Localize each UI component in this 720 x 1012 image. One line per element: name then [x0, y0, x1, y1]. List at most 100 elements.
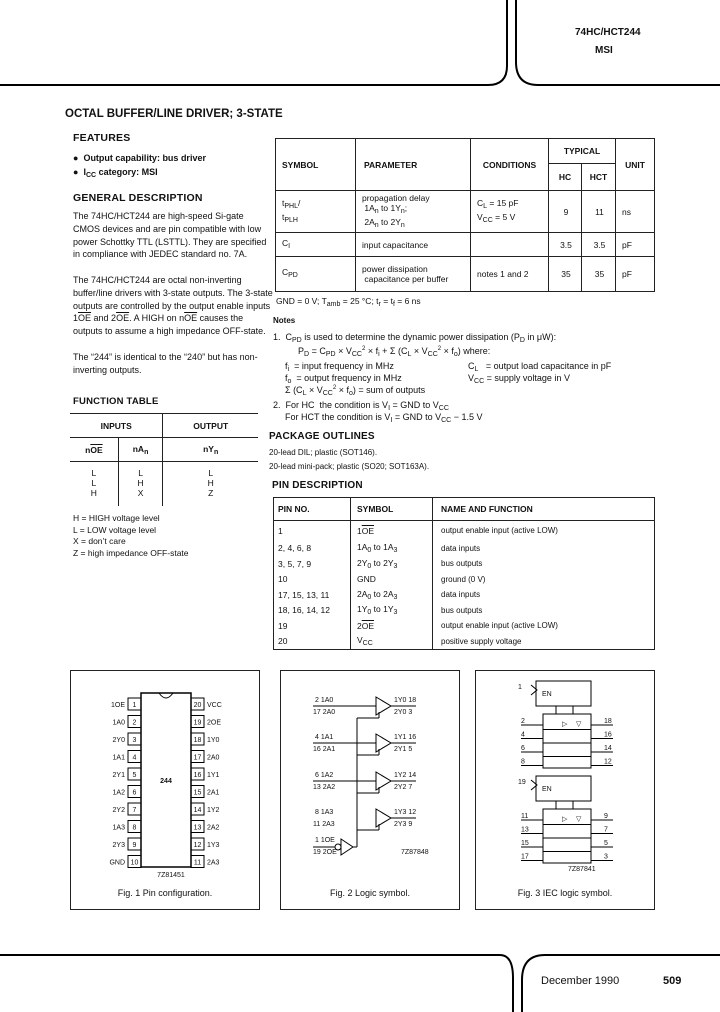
page-title: OCTAL BUFFER/LINE DRIVER; 3-STATE — [65, 108, 283, 120]
table-row: 19 2OE output enable input (active LOW) — [273, 618, 655, 634]
header-typical: TYPICAL — [548, 138, 616, 164]
legend-item: X = don’t care — [73, 536, 126, 546]
cell: H — [118, 478, 164, 488]
note-2-hct: For HCT the condition is VI = GND to VCC… — [285, 412, 483, 424]
pin-function: bus outputs — [441, 559, 483, 569]
page-number: 509 — [663, 975, 682, 987]
table-row: 2, 4, 6, 8 1A0 to 1A3 data inputs — [273, 540, 655, 556]
three-state-icon: ▽ — [576, 721, 582, 728]
pin-number: 1 — [273, 520, 351, 541]
pin-label: VCC — [207, 702, 222, 709]
pin-box — [127, 820, 142, 833]
table-row: tPHL/tPLH propagation delay 1An to 1Yn; 2… — [275, 190, 655, 233]
header-symbol: SYMBOL — [275, 138, 356, 191]
cell-parameter: propagation delay 1An to 1Yn; 2An to 2Yn — [355, 190, 471, 233]
figure-code: 7Z87841 — [568, 866, 596, 873]
cell-hct: 35 — [581, 256, 616, 292]
header-parameter: PARAMETER — [355, 138, 471, 191]
pin-label: 1Y3 12 — [394, 809, 416, 816]
header-pin-no: PIN NO. — [273, 497, 351, 521]
pin-number: 8 — [521, 759, 525, 766]
pin-number: 15 — [521, 840, 529, 847]
pin-number: 9 — [133, 842, 137, 849]
pin-description-table: PIN NO. SYMBOL NAME AND FUNCTION 1 1OE out… — [273, 497, 655, 650]
pin-label: 1 1OE — [315, 837, 335, 844]
pin-box — [190, 785, 205, 798]
function-table-heading: FUNCTION TABLE — [73, 396, 159, 407]
package-outlines-heading: PACKAGE OUTLINES — [269, 431, 375, 442]
pin-box — [127, 837, 142, 851]
iec-logic-symbol-diagram: EN 1 ▷ ▽ 2 18 4 16 6 14 8 12 EN 19 ▷ ▽ 11 9 13 7 15 5 17 3 7Z878… — [518, 680, 613, 873]
figure-2-logic-symbol: 2 1A0 17 2A0 1Y0 18 2Y0 3 4 1A1 16 2A1 1Y1 16 2… — [280, 670, 460, 910]
pin-number: 16 — [194, 772, 202, 779]
pin-number: 1 — [133, 702, 137, 709]
pin-number: 15 — [194, 790, 202, 797]
note-formula: PD = CPD × VCC2 × fi + Σ (CL × VCC2 × fo… — [298, 346, 491, 358]
notes-heading: Notes — [273, 316, 296, 325]
cell: H — [207, 478, 214, 488]
cell-conditions — [470, 232, 549, 257]
pin-number: 10 — [273, 571, 351, 587]
package-line: 20-lead DIL; plastic (SOT146). — [269, 448, 378, 457]
pin-number: 6 — [133, 790, 137, 797]
pin-label: 16 2A1 — [313, 746, 335, 753]
table-row: 20 VCC positive supply voltage — [273, 633, 655, 649]
pin-symbol: 1OE — [350, 520, 433, 541]
pin-box — [190, 715, 205, 728]
cell: H — [70, 488, 119, 506]
part-number: 74HC/HCT244 — [575, 27, 641, 38]
figure-3-iec-logic-symbol: EN 1 ▷ ▽ 2 18 4 16 6 14 8 12 EN 19 ▷ ▽ 11 9 13 7 15 5 17 3 7Z878… — [475, 670, 655, 910]
enable-block — [535, 775, 592, 802]
header-name-function: NAME AND FUNCTION — [441, 504, 533, 514]
pin-symbol: VCC — [350, 633, 433, 649]
pin-label: 4 1A1 — [315, 734, 333, 741]
pin-number: 2, 4, 6, 8 — [273, 540, 351, 556]
pin-label: 1Y0 — [207, 737, 220, 744]
note-def: fo = output frequency in MHz — [285, 373, 402, 385]
output-header: OUTPUT — [193, 420, 229, 431]
header-hct: HCT — [581, 163, 616, 191]
chip-label: 244 — [160, 778, 172, 785]
pin-function: data inputs — [441, 590, 481, 600]
pin-number: 2 — [133, 720, 137, 727]
pin-label: 8 1A3 — [315, 809, 333, 816]
pin-function: output enable input (active LOW) — [441, 621, 558, 631]
table-row: 10 GND ground (0 V) — [273, 571, 655, 587]
enable-input-icon — [530, 779, 538, 791]
pin-symbol: GND — [350, 571, 433, 587]
pin-number: 17 — [194, 755, 202, 762]
inputs-header: INPUTS — [70, 413, 164, 438]
header-conditions: CONDITIONS — [470, 138, 549, 191]
pin-configuration-diagram: 244 1 1OE 2 1A0 3 2Y0 4 1A1 5 2Y1 6 1A2 7 2Y2 8 1A3 9 2Y3 1… — [109, 692, 222, 879]
col-noe: nOE — [70, 437, 119, 462]
pin-label: 1Y0 18 — [394, 697, 416, 704]
legend-item: H = HIGH voltage level — [73, 513, 160, 523]
table-row: 3, 5, 7, 9 2Y0 to 2Y3 bus outputs — [273, 556, 655, 572]
pin-number: 18 — [194, 737, 202, 744]
pin-box — [190, 697, 205, 711]
legend-item: L = LOW voltage level — [73, 524, 157, 535]
figure-caption: Fig. 2 Logic symbol. — [329, 888, 411, 898]
en-label: EN — [542, 691, 552, 698]
pin-number: 1 — [518, 684, 522, 691]
pin-number: 13 — [194, 825, 202, 832]
pin-symbol: 1A0 to 1A3 — [350, 540, 433, 556]
buffer-icon: ▷ — [562, 721, 568, 728]
table-row: CI input capacitance 3.5 3.5 pF — [275, 232, 655, 257]
pin-number: 10 — [131, 860, 139, 867]
pin-number: 17, 15, 13, 11 — [273, 587, 351, 603]
pin-number: 18 — [604, 718, 612, 725]
pin-number: 2 — [521, 718, 525, 725]
pin-box — [127, 767, 142, 781]
cell-hc: 35 — [548, 256, 582, 292]
pin-description-heading: PIN DESCRIPTION — [272, 480, 363, 491]
pin-number: 13 — [521, 827, 529, 834]
pin-number: 12 — [604, 759, 612, 766]
pin-label: 2Y1 — [113, 772, 126, 779]
buffer-icon — [340, 838, 354, 856]
pin-box — [190, 767, 205, 781]
cell: X — [118, 488, 164, 506]
pin-number: 17 — [521, 854, 529, 861]
